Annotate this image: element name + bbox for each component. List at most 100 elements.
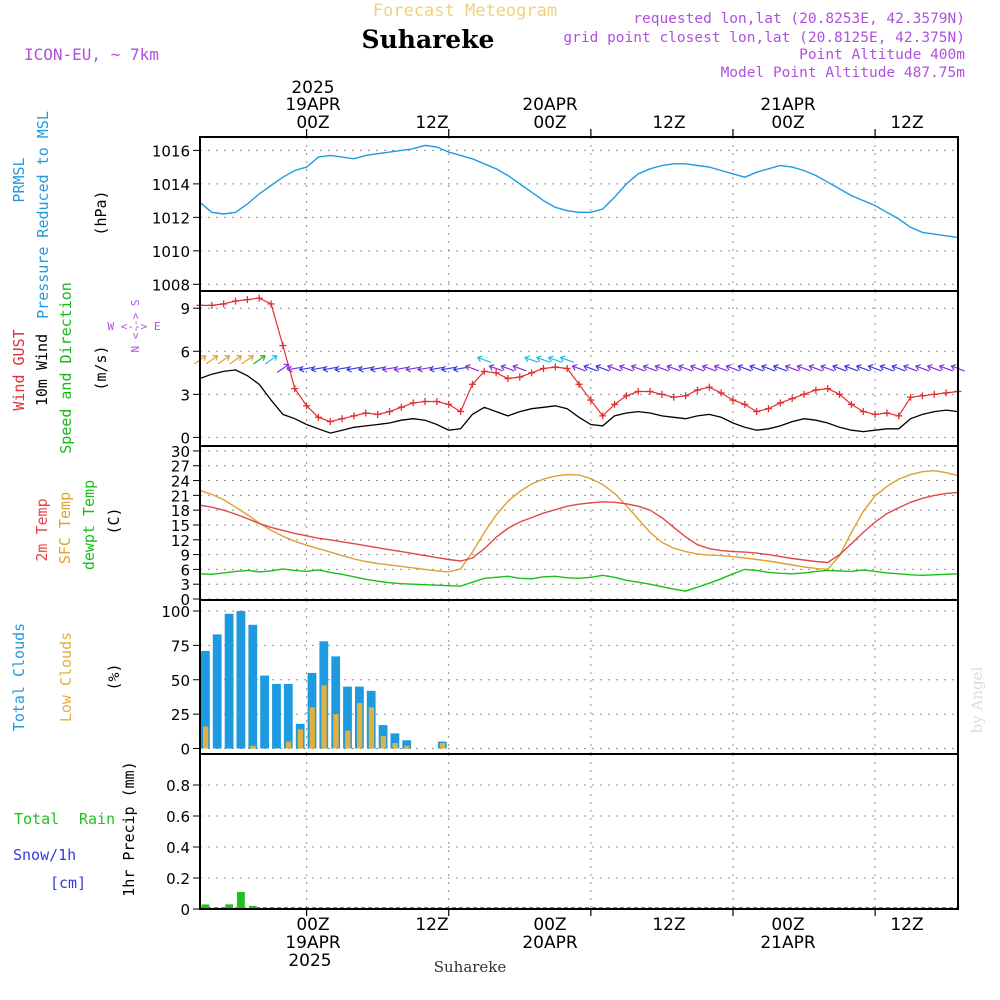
low-cloud-bar — [309, 707, 315, 749]
wind-direction-arrow — [867, 364, 882, 372]
wind-direction-arrow — [241, 355, 254, 365]
pressure-line — [199, 144, 959, 239]
low-cloud-bar — [297, 729, 304, 749]
total-cloud-bar — [248, 624, 258, 749]
wind-direction-arrow — [571, 364, 586, 372]
pressure-ytick-label: 1008 — [152, 276, 190, 294]
wind-gust-point — [445, 400, 453, 408]
wind-direction-arrow — [737, 364, 752, 372]
precip-ytick-label: 0.2 — [166, 870, 190, 888]
precip-unit: 1hr Precip (mm) — [120, 761, 138, 896]
wind-direction-arrow — [476, 355, 492, 363]
temp-ytick-label: 15 — [171, 517, 190, 535]
wind-gust-point — [776, 399, 784, 407]
wind-gust-point — [362, 409, 370, 417]
wind-gust-point — [220, 300, 228, 308]
wind-gust-point — [611, 400, 619, 408]
bottom-tick-6: 12Z — [890, 915, 923, 935]
compass-ns: N <--> S — [129, 300, 142, 353]
wind-gust-point — [386, 408, 393, 416]
wind-gust-point — [717, 389, 725, 397]
wind-direction-arrow — [914, 364, 930, 372]
clouds-ytick-label: 0 — [180, 741, 190, 759]
temp-ytick-label: 30 — [171, 443, 190, 461]
total-cloud-bar — [201, 650, 210, 749]
top-date-1: 19APR — [285, 95, 341, 115]
temp-ytick-label: 0 — [180, 591, 190, 609]
pressure-ytick-label: 1016 — [152, 142, 190, 160]
wind-gust-point — [208, 301, 216, 309]
precip-label-cm: [cm] — [50, 874, 86, 892]
wind-gust-point — [824, 385, 832, 393]
pressure-frame — [199, 136, 959, 292]
low-cloud-bar — [285, 741, 292, 749]
wind-direction-arrow — [879, 364, 894, 372]
temp-2m-line — [199, 491, 959, 564]
wind-direction-arrow — [583, 364, 598, 372]
wind-gust-point — [646, 387, 654, 395]
pressure-ytick-label: 1014 — [152, 176, 190, 194]
pressure-panel — [199, 144, 959, 239]
clouds-unit: (%) — [105, 663, 123, 690]
precip-bar — [225, 904, 233, 909]
wind-direction-arrow — [440, 365, 456, 373]
top-tick-6: 12Z — [890, 113, 923, 133]
wind-gust-point — [421, 398, 429, 406]
bottom-year: 2025 — [288, 951, 331, 971]
wind-ytick-label: 6 — [180, 343, 190, 361]
wind-direction-arrow — [369, 365, 385, 373]
total-cloud-bar — [260, 675, 269, 749]
wind-gust-point — [658, 390, 666, 398]
wind-direction-arrow — [429, 365, 444, 373]
wind-gust-point — [812, 386, 820, 394]
wind-gust-point — [705, 383, 713, 391]
wind-gust-point — [326, 418, 334, 426]
total-cloud-bar — [283, 683, 293, 749]
wind-direction-arrow — [229, 355, 243, 365]
wind-gust-point — [291, 385, 299, 393]
pressure-label-1: PRMSL — [10, 157, 28, 202]
low-cloud-bar — [380, 736, 386, 749]
wind-direction-arrow — [310, 365, 326, 373]
wind-gust-point — [338, 415, 346, 423]
temp-label-2: SFC Temp — [56, 492, 74, 564]
wind-gust-point — [563, 365, 571, 372]
wind-direction-arrow — [464, 364, 480, 372]
clouds-ytick-label: 100 — [161, 603, 190, 621]
low-cloud-bar — [250, 745, 256, 749]
wind-direction-arrow — [642, 364, 657, 372]
top-tick-1: 00Z — [296, 113, 329, 133]
y-tick-labels: 1008101010121014101603690369121518212427… — [152, 142, 190, 919]
wind-gust-point — [409, 399, 417, 407]
precip-bar — [237, 892, 245, 909]
clouds-ytick-label: 75 — [171, 637, 190, 655]
wind-gust-point — [243, 296, 251, 304]
wind-gust-point — [468, 380, 476, 388]
precip-ytick-label: 0.4 — [166, 839, 190, 857]
wind-gust-point — [480, 367, 488, 375]
temperature-panel — [199, 469, 959, 592]
precip-ytick-label: 0.6 — [166, 808, 190, 826]
wind-direction-arrow — [843, 364, 859, 372]
top-tick-4: 12Z — [652, 113, 685, 133]
wind-direction-arrow — [903, 364, 918, 372]
wind-ytick-label: 9 — [180, 300, 190, 318]
temp-unit: (C) — [105, 507, 123, 534]
wind-gust-point — [622, 392, 630, 400]
wind-direction-arrow — [524, 355, 539, 363]
wind-gust-point — [255, 294, 263, 302]
wind-gust-point — [895, 412, 903, 420]
temp-ytick-label: 3 — [180, 576, 190, 594]
wind-gust-point — [539, 365, 547, 372]
precip-panel — [200, 892, 958, 909]
requested-coords: requested lon,lat (20.8253E, 42.3579N) — [633, 11, 965, 27]
low-cloud-bar — [392, 743, 398, 749]
wind-direction-arrow — [772, 364, 788, 372]
wind-gust-point — [314, 413, 322, 421]
wind-gust-point — [836, 390, 844, 398]
total-cloud-bar — [402, 740, 412, 749]
wind-direction-arrow — [276, 363, 290, 374]
temp-ytick-label: 27 — [171, 458, 190, 476]
wind-direction-arrow — [322, 365, 338, 373]
